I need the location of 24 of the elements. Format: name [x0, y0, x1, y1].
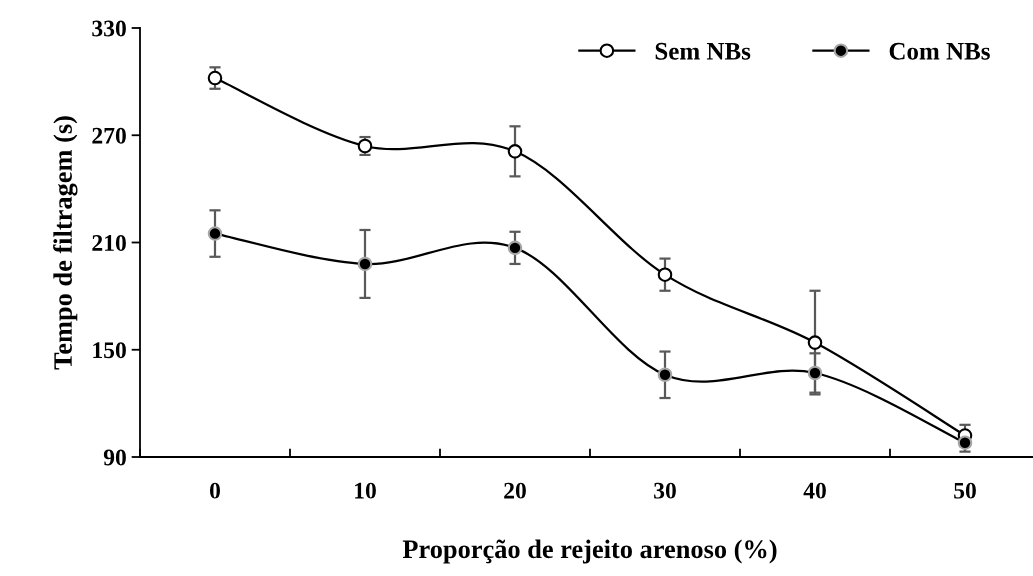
legend-label: Com NBs: [889, 42, 990, 60]
point: [207, 70, 223, 86]
x-tick-label: 40: [803, 482, 826, 499]
y-tick-label: 270: [92, 127, 126, 144]
point: [657, 267, 673, 282]
x-tick-label: 10: [355, 482, 376, 499]
point: [507, 240, 523, 256]
legend-label: Sem NBs: [655, 42, 751, 60]
point: [357, 256, 373, 272]
point: [657, 367, 673, 383]
point: [207, 226, 223, 241]
y-tick-label: 210: [92, 234, 126, 251]
x-tick-label: 20: [504, 482, 526, 499]
point: [807, 365, 823, 381]
point: [807, 335, 823, 350]
y-axis-title: Tempo de filtragem (s): [53, 116, 78, 370]
x-axis-title: Proporção de rejeito arenoso (%): [402, 539, 777, 564]
y-tick-label: 90: [103, 449, 126, 466]
point: [507, 144, 523, 159]
x-tick-label: 30: [654, 482, 676, 499]
y-tick-label: 330: [92, 20, 126, 37]
x-tick-label: 0: [210, 482, 220, 499]
y-tick-label: 150: [93, 342, 126, 359]
x-tick-label: 50: [954, 482, 976, 499]
